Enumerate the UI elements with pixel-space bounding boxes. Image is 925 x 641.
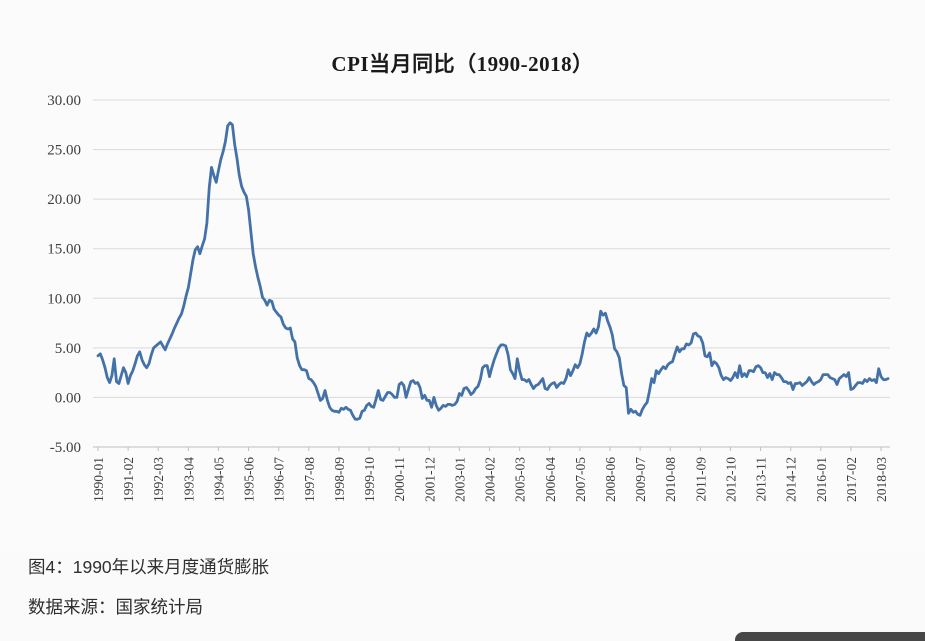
x-axis-tick-label: 2011-09: [693, 457, 708, 502]
cpi-chart-figure: CPI当月同比（1990-2018） 30.00 25.00 20.00 15.00 1…: [47, 52, 890, 502]
x-axis-tick-label: 2007-05: [573, 457, 588, 502]
x-axis-tick-label: 2017-02: [844, 457, 859, 502]
x-axis-tick-label: 2006-04: [543, 457, 558, 502]
x-axis-tick-label: 2000-11: [392, 457, 407, 502]
x-axis-tick-label: 1998-09: [332, 457, 347, 502]
x-axis-tick-label: 1999-10: [362, 457, 377, 502]
x-axis-tick-label: 1992-03: [151, 457, 166, 502]
x-axis-tick-label: 2014-12: [784, 457, 799, 502]
y-axis-tick-label: 5.00: [55, 341, 81, 357]
x-axis-tick-label: 2005-03: [513, 457, 528, 502]
figure-caption: 图4：1990年以来月度通货膨胀: [28, 557, 270, 577]
y-axis-tick-label: 25.00: [47, 143, 81, 159]
y-axis-tick-label: -5.00: [50, 440, 81, 456]
x-axis-tick-label: 1997-08: [302, 457, 317, 502]
x-axis-tick-label: 2016-01: [814, 457, 829, 502]
x-axis-tick-label: 2008-06: [603, 457, 618, 502]
x-axis-tick-label: 1993-04: [181, 457, 196, 502]
y-axis-tick-label: 15.00: [47, 242, 81, 258]
x-axis-tick-label: 2018-03: [874, 457, 889, 502]
x-axis-tick-label: 1990-01: [91, 457, 106, 502]
x-axis-tick-label: 2004-02: [483, 457, 498, 502]
x-axis-tick-label: 2013-11: [754, 457, 769, 502]
x-axis-tick-label: 1991-02: [121, 457, 136, 502]
y-axis-tick-label: 0.00: [55, 390, 81, 406]
x-axis-tick-label: 1995-06: [242, 457, 257, 502]
x-axis-tick-label: 2009-07: [633, 457, 648, 502]
chart-title: CPI当月同比（1990-2018）: [331, 52, 594, 76]
cpi-line-chart: 30.00 25.00 20.00 15.00 10.00 5.00 0.00 -5.00 19…: [47, 93, 890, 502]
x-axis-tick-label: 2001-12: [422, 457, 437, 502]
x-axis-tick-label: 1996-07: [272, 457, 287, 502]
bottom-right-dark-strip: [735, 632, 925, 641]
y-axis-tick-label: 20.00: [47, 192, 81, 208]
x-axis-tick-label: 1994-05: [211, 457, 226, 502]
x-axis-tick-label: 2010-08: [663, 457, 678, 502]
data-source-caption: 数据来源：国家统计局: [28, 597, 203, 617]
x-axis-tick-label: 2012-10: [723, 457, 738, 502]
y-axis-tick-label: 10.00: [47, 291, 81, 307]
cpi-series-line: [96, 121, 890, 421]
x-axis-tick-label: 2003-01: [452, 457, 467, 502]
y-axis-tick-label: 30.00: [47, 93, 81, 109]
